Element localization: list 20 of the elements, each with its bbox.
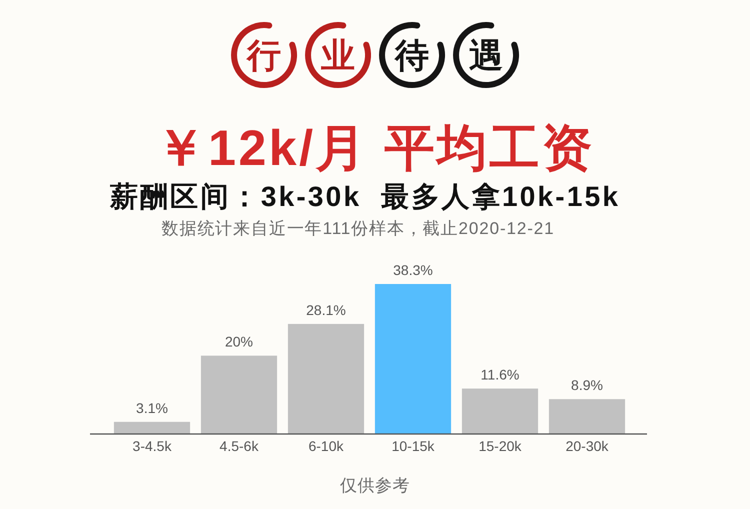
category-label: 4.5-6k <box>220 438 258 454</box>
category-label: 10-15k <box>392 438 434 454</box>
annotation: 数据统计来自近一年111份样本，截止2020-12-21 <box>162 219 554 238</box>
category-label: 15-20k <box>478 438 522 454</box>
category-label: 3-4.5k <box>132 438 172 454</box>
value-label: 3.1% <box>136 400 168 416</box>
title: 待 <box>395 36 429 76</box>
annotation: 薪酬区间：3k-30k 最多人拿10k-15k <box>110 181 620 212</box>
subtitle: ￥12k/月 平均工资 <box>156 120 594 176</box>
value-label: 20% <box>224 334 254 350</box>
value-label: 8.9% <box>571 377 603 394</box>
category-label: 20-30k <box>566 438 608 454</box>
title: 遇 <box>469 36 503 76</box>
value-label: 11.6% <box>480 366 520 383</box>
annotation: 仅供参考 <box>340 476 410 495</box>
value-label: 28.1% <box>306 302 346 318</box>
title: 业 <box>321 36 355 76</box>
value-label: 38.3% <box>393 262 433 278</box>
title: 行 <box>247 36 281 76</box>
category-label: 6-10k <box>308 438 344 454</box>
